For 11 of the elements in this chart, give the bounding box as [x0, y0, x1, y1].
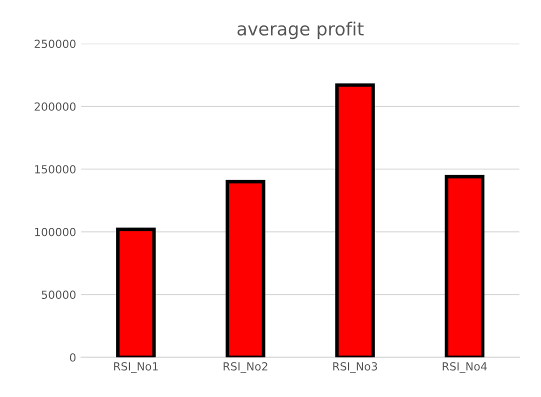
x-tick-label: RSI_No2 — [224, 362, 268, 374]
x-tick-label: RSI_No4 — [442, 362, 487, 374]
y-tick-label: 100000 — [35, 228, 76, 236]
y-tick-label: 0 — [70, 353, 76, 362]
y-tick-label: 50000 — [42, 290, 76, 299]
y-tick-label: 150000 — [35, 165, 76, 174]
x-tick-label: RSI_No3 — [333, 362, 378, 374]
y-tick-label: 200000 — [34, 102, 76, 111]
x-tick-label: RSI_No1 — [114, 362, 158, 374]
y-tick-label: 250000 — [34, 40, 76, 48]
chart-title: average profit — [238, 22, 364, 40]
